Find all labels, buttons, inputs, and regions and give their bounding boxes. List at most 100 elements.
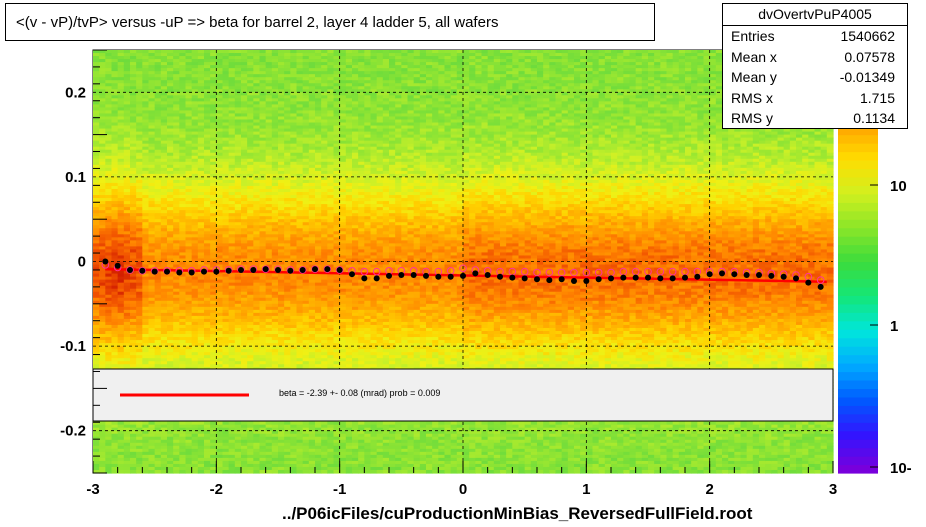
heatmap-cell [185,59,193,63]
heatmap-cell [253,110,261,115]
heatmap-cell [284,56,291,60]
heatmap-cell [130,185,137,190]
heatmap-cell [93,155,100,160]
heatmap-cell [296,56,304,60]
heatmap-cell [197,113,205,118]
heatmap-cell [204,264,211,269]
heatmap-cell [302,56,310,60]
heatmap-cell [278,448,285,453]
heatmap-cell [123,291,131,296]
heatmap-cell [191,433,199,438]
heatmap-cell [204,83,211,87]
heatmap-cell [167,309,174,314]
heatmap-cell [253,185,261,190]
heatmap-cell [265,252,273,257]
heatmap-cell [173,427,180,432]
heatmap-cell [296,216,304,220]
heatmap-cell [173,240,180,244]
heatmap-cell [259,439,267,444]
heatmap-cell [222,185,230,190]
heatmap-cell [136,318,143,323]
heatmap-cell [222,433,230,438]
heatmap-cell [253,204,261,208]
heatmap-cell [179,137,187,142]
heatmap-cell [259,167,267,172]
heatmap-cell [173,155,180,160]
heatmap-cell [197,330,205,335]
heatmap-cell [302,294,310,299]
heatmap-cell [210,228,217,232]
heatmap-cell [160,80,168,84]
heatmap-cell [167,185,174,190]
heatmap-cell [117,225,125,229]
heatmap-cell [278,167,285,172]
heatmap-cell [160,110,168,115]
heatmap-cell [117,222,125,226]
heatmap-cell [93,198,100,202]
heatmap-cell [99,300,106,305]
heatmap-cell [136,466,143,471]
heatmap-cell [111,86,119,90]
heatmap-cell [228,433,236,438]
heatmap-cell [130,349,137,353]
heatmap-cell [222,74,230,78]
heatmap-cell [216,261,224,266]
heatmap-cell [197,116,205,121]
heatmap-cell [117,53,125,57]
heatmap-cell [99,228,106,232]
heatmap-cell [204,92,211,96]
heatmap-cell [271,243,279,247]
heatmap-cell [136,252,143,257]
heatmap-cell [241,469,248,474]
heatmap-cell [216,424,224,429]
heatmap-cell [278,430,285,435]
heatmap-cell [216,427,224,432]
heatmap-cell [278,321,285,326]
heatmap-cell [179,167,187,172]
heatmap-cell [253,131,261,136]
heatmap-cell [99,330,106,335]
heatmap-cell [204,188,211,193]
heatmap-cell [290,77,298,81]
heatmap-cell [160,294,168,299]
heatmap-cell [93,164,100,169]
heatmap-cell [111,210,119,214]
heatmap-cell [247,294,254,299]
heatmap-cell [142,77,150,81]
heatmap-cell [154,442,162,447]
heatmap-cell [93,176,100,181]
heatmap-cell [302,273,310,278]
heatmap-cell [284,240,291,244]
heatmap-cell [154,152,162,157]
heatmap-cell [259,457,267,462]
heatmap-cell [99,240,106,244]
heatmap-cell [160,327,168,332]
heatmap-cell [290,201,298,205]
heatmap-cell [167,62,174,66]
heatmap-cell [253,71,261,75]
heatmap-cell [130,201,137,205]
heatmap-cell [284,182,291,187]
heatmap-cell [253,140,261,145]
heatmap-cell [154,231,162,235]
heatmap-cell [111,173,119,178]
heatmap-cell [191,258,199,263]
heatmap-cell [185,445,193,450]
heatmap-cell [234,128,242,133]
heatmap-cell [204,216,211,220]
heatmap-cell [185,128,193,133]
heatmap-cell [222,98,230,102]
heatmap-cell [210,89,217,93]
heatmap-cell [222,170,230,175]
heatmap-cell [228,179,236,184]
heatmap-cell [290,98,298,102]
heatmap-cell [160,300,168,305]
heatmap-cell [197,146,205,151]
heatmap-cell [204,213,211,217]
heatmap-cell [228,334,236,338]
heatmap-cell [241,128,248,133]
heatmap-cell [247,306,254,311]
heatmap-cell [185,330,193,335]
heatmap-cell [210,436,217,441]
heatmap-cell [259,98,267,102]
